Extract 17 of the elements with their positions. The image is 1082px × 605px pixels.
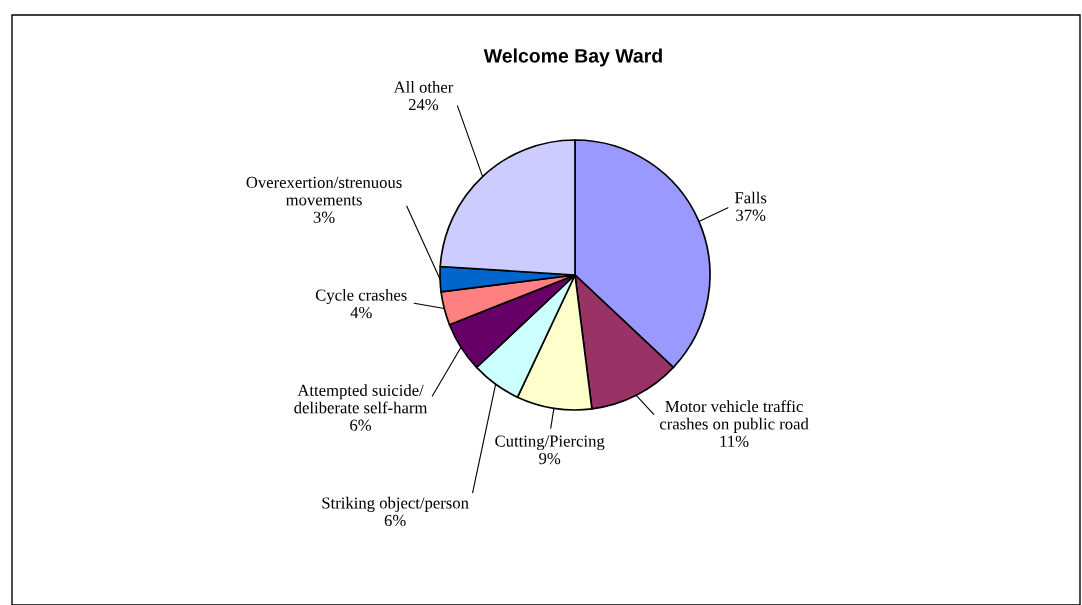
data-label: 6% xyxy=(384,514,406,527)
slice-label: Attempted suicide/ deliberate self-harm xyxy=(294,384,428,414)
slice-label: Cycle crashes xyxy=(315,288,407,305)
data-label: 6% xyxy=(350,419,372,431)
data-label: 4% xyxy=(350,306,372,319)
data-label: 9% xyxy=(539,452,561,465)
data-label: 3% xyxy=(313,211,335,223)
slice-label: Falls xyxy=(734,191,767,204)
slice-label: All other xyxy=(393,81,454,93)
data-label: 11% xyxy=(720,435,749,448)
slice-label: Motor vehicle traffic crashes on public road xyxy=(659,400,809,433)
chart-title: Welcome Bay Ward xyxy=(483,48,662,67)
slice-label: Cutting/Piercing xyxy=(495,435,605,451)
slice-label: Striking object/person xyxy=(322,496,469,513)
slice-label: Overexertion/strenuous movements xyxy=(246,176,402,206)
data-label: 24% xyxy=(408,98,439,111)
data-label: 37% xyxy=(736,209,766,221)
